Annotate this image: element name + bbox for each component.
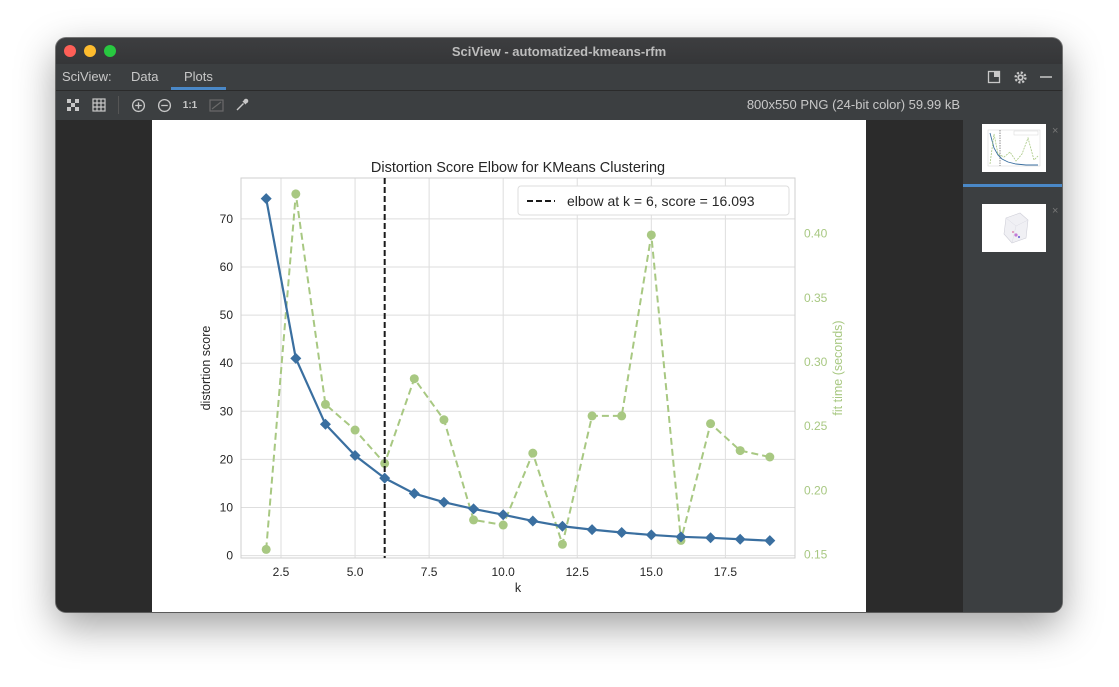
legend-elbow-label: elbow at k = 6, score = 16.093	[567, 193, 755, 209]
x-tick-label: 17.5	[714, 565, 738, 579]
tab-data[interactable]: Data	[131, 69, 159, 84]
distortion-point	[734, 533, 746, 545]
distortion-point	[497, 509, 509, 521]
distortion-point	[556, 520, 568, 532]
distortion-point	[290, 352, 302, 364]
y-tick-label: 60	[220, 260, 234, 274]
fit-time-point	[557, 539, 567, 549]
plot-image[interactable]: 2.5 5.0 7.5 10.0 12.5 15.0 17.5 0 10 20 30 40 50 60 70…	[152, 120, 866, 612]
distortion-point	[586, 524, 598, 536]
window-title: SciView - automatized-kmeans-rfm	[451, 44, 667, 59]
image-viewer: 2.5 5.0 7.5 10.0 12.5 15.0 17.5 0 10 20 30 40 50 60 70…	[56, 120, 1062, 612]
distortion-point	[616, 527, 628, 539]
zoom-window-button[interactable]	[104, 45, 116, 57]
y2-axis-label: fit time (seconds)	[831, 320, 845, 415]
image-info: 800x550 PNG (24-bit color) 59.99 kB	[746, 97, 960, 112]
fit-time-point	[469, 515, 479, 525]
dock-icon[interactable]	[986, 69, 1002, 85]
fit-time-point	[765, 452, 775, 462]
elbow-chart: 2.5 5.0 7.5 10.0 12.5 15.0 17.5 0 10 20 30 40 50 60 70…	[199, 160, 845, 595]
fit-time-point	[735, 446, 745, 456]
x-tick-label: 2.5	[273, 565, 290, 579]
legend: elbow at k = 6, score = 16.093	[517, 185, 790, 216]
sciview-label: SciView:	[62, 69, 112, 84]
y-tick-label: 50	[220, 308, 234, 322]
y2-tick-label: 0.15	[804, 548, 828, 562]
chart-title: Distortion Score Elbow for KMeans Cluste…	[371, 160, 665, 176]
x-tick-label: 12.5	[566, 565, 590, 579]
distortion-point	[645, 529, 657, 541]
x-tick-label: 15.0	[640, 565, 664, 579]
tab-bar: SciView: Data Plots	[56, 64, 1062, 91]
y-tick-label: 0	[226, 549, 233, 563]
y2-tick-label: 0.25	[804, 419, 828, 433]
fit-time-point	[320, 399, 330, 409]
y-tick-label: 10	[220, 500, 234, 514]
fit-time-point	[380, 458, 390, 468]
y2-tick-label: 0.40	[804, 227, 828, 241]
fit-time-point	[706, 419, 716, 429]
distortion-point	[260, 193, 272, 205]
fit-time-point	[291, 189, 301, 199]
fit-time-point	[646, 230, 656, 240]
x-axis-label: k	[515, 581, 522, 595]
y2-tick-label: 0.30	[804, 355, 828, 369]
distortion-point	[705, 532, 717, 544]
y2-tick-label: 0.20	[804, 483, 828, 497]
distortion-point	[408, 488, 420, 500]
fit-time-point	[409, 374, 419, 384]
tab-plots[interactable]: Plots	[171, 64, 226, 90]
thumbnail-close-2[interactable]: ×	[1052, 205, 1059, 217]
fit-time-line	[265, 193, 771, 550]
distortion-point	[468, 503, 480, 515]
gear-icon[interactable]	[1012, 69, 1028, 85]
plot-frame	[240, 177, 796, 559]
thumbnail-3d-plot[interactable]	[982, 204, 1046, 252]
minimize-window-button[interactable]	[84, 45, 96, 57]
distortion-point	[349, 450, 361, 462]
zoom-out-icon[interactable]	[155, 96, 173, 114]
thumbnail-elbow-plot[interactable]	[982, 124, 1046, 172]
y-tick-label: 20	[220, 452, 234, 466]
minimize-icon[interactable]	[1038, 69, 1054, 85]
chessboard-icon[interactable]	[207, 96, 225, 114]
plot-area	[241, 178, 795, 558]
actual-size-icon[interactable]: 1:1	[182, 99, 198, 111]
distortion-point	[527, 515, 539, 527]
y-axis-label: distortion score	[199, 326, 213, 411]
close-window-button[interactable]	[64, 45, 76, 57]
x-tick-label: 5.0	[347, 565, 364, 579]
thumbnail-panel: × ×	[963, 120, 1062, 612]
y-tick-label: 30	[220, 404, 234, 418]
distortion-point	[438, 496, 450, 508]
title-bar: SciView - automatized-kmeans-rfm	[56, 38, 1062, 65]
distortion-point	[675, 531, 687, 543]
color-picker-icon[interactable]	[233, 96, 251, 114]
image-toolbar: 1:1	[56, 91, 1062, 119]
fit-time-point	[498, 520, 508, 530]
fit-time-point	[439, 415, 449, 425]
thumbnail-close-1[interactable]: ×	[1052, 125, 1059, 137]
fit-time-point	[528, 448, 538, 458]
x-tick-label: 7.5	[421, 565, 438, 579]
fit-time-point	[587, 411, 597, 421]
y-tick-label: 70	[220, 212, 234, 226]
fit-time-point	[261, 544, 271, 554]
grid-icon[interactable]	[90, 96, 108, 114]
fit-zoom-icon[interactable]	[64, 96, 82, 114]
legend-box	[517, 185, 790, 216]
thumbnail-selection-indicator	[963, 184, 1062, 187]
y2-tick-label: 0.35	[804, 291, 828, 305]
y-tick-label: 40	[220, 356, 234, 370]
toolbar-separator	[118, 96, 119, 114]
fit-time-point	[350, 425, 360, 435]
zoom-in-icon[interactable]	[129, 96, 147, 114]
x-tick-label: 10.0	[492, 565, 516, 579]
distortion-point	[764, 535, 776, 547]
sciview-window: SciView - automatized-kmeans-rfm SciView…	[56, 38, 1062, 612]
distortion-point	[379, 472, 391, 484]
distortion-point	[319, 418, 331, 430]
fit-time-point	[617, 411, 627, 421]
